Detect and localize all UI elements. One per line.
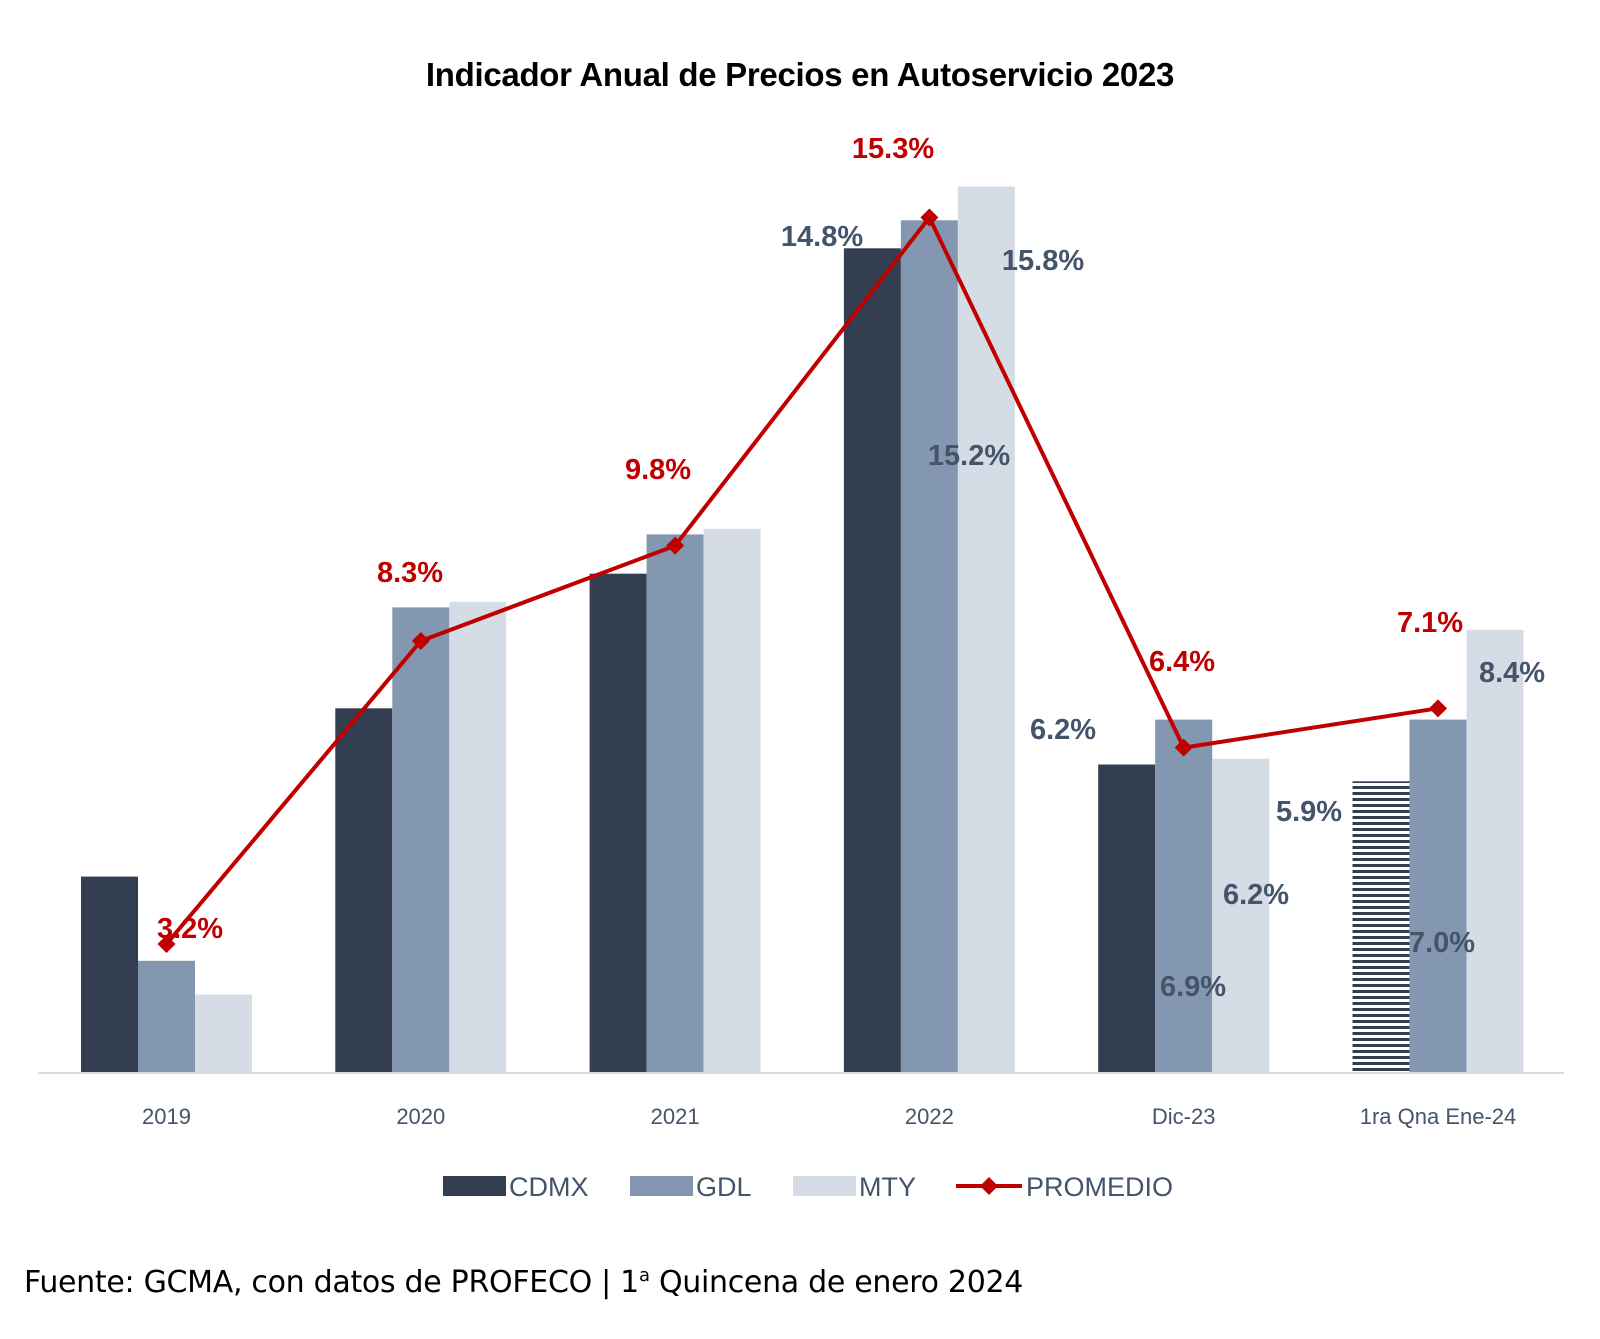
legend-label-mty: MTY — [859, 1172, 916, 1202]
data-label-mty-2022: 15.8% — [1002, 245, 1084, 277]
bar-gdl-dic-23 — [1155, 719, 1213, 1073]
marker-promedio-2021 — [666, 536, 685, 555]
marker-promedio-2019 — [157, 934, 176, 953]
bar-cdmx-dic-23 — [1098, 764, 1156, 1074]
bar-mty-2019 — [195, 994, 252, 1073]
bar-gdl-2021 — [646, 534, 704, 1073]
bar-cdmx-1ra-qna-ene-24 — [1352, 781, 1410, 1073]
source-note: Fuente: GCMA, con datos de PROFECO | 1a … — [24, 1265, 1023, 1300]
data-label-promedio-2022: 15.3% — [852, 133, 934, 165]
data-label-gdl-2022: 15.2% — [928, 440, 1010, 472]
data-label-cdmx-1ra-qna-ene-24: 5.9% — [1276, 796, 1342, 828]
bar-gdl-2019 — [138, 960, 195, 1073]
bars-layer — [81, 186, 1524, 1074]
data-labels-layer: 14.8% 6.2% 5.9% 15.2% 6.9% 7.0% 15.8% 6.2% 8.4% 3… — [157, 133, 1545, 1003]
x-tick-label-2022: 2022 — [905, 1104, 954, 1129]
line-promedio — [164, 215, 1439, 946]
x-tick-label-2021: 2021 — [651, 1104, 700, 1129]
bar-mty-2020 — [449, 601, 507, 1073]
legend-item-mty: MTY — [793, 1172, 916, 1202]
legend-label-cdmx: CDMX — [509, 1172, 589, 1202]
data-label-gdl-dic-23: 6.9% — [1160, 971, 1226, 1003]
bar-cdmx-2019 — [81, 876, 138, 1073]
marker-promedio-dic-23 — [1174, 738, 1193, 757]
bar-mty-dic-23 — [1212, 758, 1270, 1073]
legend: CDMX GDL MTY PROMEDIO — [443, 1172, 1173, 1202]
bar-gdl-1ra-qna-ene-24 — [1409, 719, 1467, 1073]
promedio-line-layer — [157, 208, 1447, 953]
data-label-mty-1ra-qna-ene-24: 8.4% — [1479, 657, 1545, 689]
data-label-mty-dic-23: 6.2% — [1223, 879, 1289, 911]
marker-promedio-2020 — [411, 632, 430, 651]
bar-mty-2021 — [703, 528, 761, 1073]
x-tick-label-1ra-qna-ene-24: 1ra Qna Ene-24 — [1360, 1104, 1517, 1129]
data-label-cdmx-2022: 14.8% — [781, 221, 863, 253]
source-note-suffix: Quincena de enero 2024 — [649, 1265, 1024, 1300]
bar-cdmx-2021 — [589, 573, 647, 1073]
bar-mty-2022 — [957, 186, 1015, 1074]
legend-item-cdmx: CDMX — [443, 1172, 589, 1202]
bar-mty-1ra-qna-ene-24 — [1466, 629, 1524, 1073]
data-label-promedio-2020: 8.3% — [377, 557, 443, 589]
legend-item-promedio: PROMEDIO — [956, 1172, 1173, 1202]
legend-swatch-mty — [793, 1176, 856, 1196]
legend-marker-promedio — [980, 1177, 998, 1195]
data-label-promedio-dic-23: 6.4% — [1149, 646, 1215, 678]
bar-cdmx-2020 — [335, 708, 393, 1073]
legend-label-gdl: GDL — [696, 1172, 752, 1202]
x-tick-label-2019: 2019 — [142, 1104, 191, 1129]
data-label-cdmx-dic-23: 6.2% — [1030, 714, 1096, 746]
legend-label-promedio: PROMEDIO — [1026, 1172, 1173, 1202]
legend-swatch-gdl — [630, 1176, 693, 1196]
chart-title: Indicador Anual de Precios en Autoservic… — [425, 56, 1175, 93]
legend-swatch-cdmx — [443, 1176, 506, 1196]
data-label-promedio-2021: 9.8% — [625, 454, 691, 486]
x-tick-label-2020: 2020 — [396, 1104, 445, 1129]
marker-promedio-2022 — [920, 208, 939, 227]
source-note-prefix: Fuente: GCMA, con datos de PROFECO | 1 — [24, 1265, 639, 1300]
x-tick-label-dic-23: Dic-23 — [1152, 1104, 1216, 1129]
category-labels-layer: 2019 2020 2021 2022 Dic-23 1ra Qna Ene-24 — [142, 1104, 1516, 1129]
data-label-promedio-1ra-qna-ene-24: 7.1% — [1397, 607, 1463, 639]
data-label-promedio-2019: 3.2% — [157, 913, 223, 945]
bar-gdl-2020 — [392, 607, 450, 1073]
legend-item-gdl: GDL — [630, 1172, 752, 1202]
data-label-gdl-1ra-qna-ene-24: 7.0% — [1409, 927, 1475, 959]
marker-promedio-1ra-qna-ene-24 — [1429, 699, 1447, 718]
source-note-superscript: a — [638, 1265, 650, 1286]
bar-cdmx-2022 — [843, 248, 901, 1074]
bar-gdl-2022 — [900, 220, 958, 1074]
